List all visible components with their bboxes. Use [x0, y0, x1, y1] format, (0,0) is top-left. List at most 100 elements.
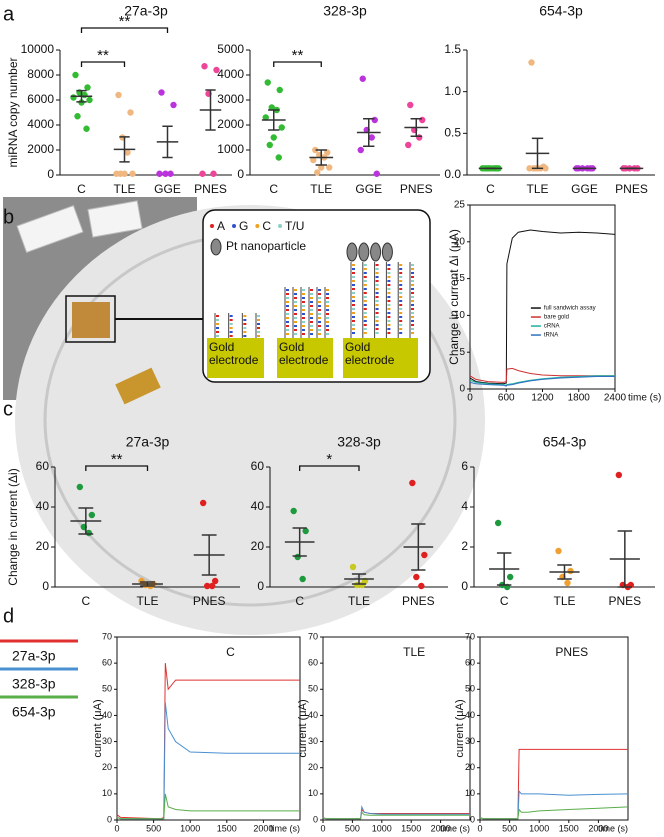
base: [318, 333, 321, 335]
base: [411, 296, 414, 298]
point: [564, 579, 571, 587]
y-tick-label: 70: [102, 631, 112, 641]
base: [310, 321, 313, 323]
base: [294, 297, 297, 299]
base: [363, 284, 367, 286]
base: [216, 323, 219, 325]
y-tick-label: 30: [465, 736, 475, 746]
base: [399, 312, 403, 314]
base: [375, 284, 379, 286]
base: [286, 297, 289, 299]
error-bar: [140, 581, 155, 587]
base: [387, 268, 391, 270]
base: [286, 321, 289, 323]
error-bar: [411, 523, 426, 571]
point: [199, 170, 206, 177]
y-tick-label: 3000: [217, 92, 244, 106]
significance-bracket: [80, 27, 169, 33]
base: [286, 309, 289, 311]
base: [318, 329, 321, 331]
y-tick-label: 20: [465, 762, 475, 772]
base: [302, 297, 305, 299]
electrode-label-box: Gold electrode: [279, 341, 328, 367]
base: [387, 304, 391, 306]
panel-label: b: [3, 206, 14, 228]
base: [294, 305, 297, 307]
point: [275, 154, 282, 161]
x-tick-label: 1500: [217, 823, 237, 833]
point: [290, 507, 297, 515]
point: [84, 84, 91, 91]
base: [326, 317, 329, 319]
y-tick-label: 70: [465, 631, 475, 641]
point: [266, 141, 273, 149]
base: [294, 289, 297, 291]
base: [363, 288, 367, 290]
panel-label: d: [3, 605, 14, 627]
chart-title: 654-3p: [539, 3, 583, 19]
y-tick-label: 60: [251, 459, 265, 473]
base: [318, 321, 321, 323]
slot: [16, 204, 84, 254]
base: [352, 292, 355, 294]
base: [243, 327, 247, 329]
base: [310, 317, 313, 319]
legend-label: 654-3p: [12, 704, 56, 720]
base: [363, 272, 367, 274]
y-tick-label: 0: [42, 579, 49, 593]
base: [411, 320, 414, 322]
base: [318, 305, 321, 307]
gold-electrode: [343, 338, 418, 378]
base: [411, 272, 414, 274]
base: [318, 325, 321, 327]
base: [294, 317, 297, 319]
base: [352, 308, 355, 310]
chart-title: 27a-3p: [126, 434, 170, 450]
point: [324, 149, 331, 156]
base: [318, 309, 321, 311]
y-tick-label: 60: [102, 658, 112, 668]
point: [86, 96, 93, 104]
x-axis-label: time (s): [440, 823, 470, 833]
x-tick-label: TLE: [310, 182, 332, 196]
base: [294, 321, 297, 323]
base: [243, 335, 247, 337]
error-bar: [351, 573, 367, 585]
x-tick-label: PNES: [400, 182, 433, 196]
error-bar: [617, 530, 633, 588]
x-tick-label: 2000: [588, 823, 608, 833]
base: [310, 313, 313, 315]
chart-title: 328-3p: [337, 434, 381, 450]
base: [229, 319, 233, 321]
y-tick-label: 0: [461, 579, 468, 593]
base-dot: [210, 224, 214, 228]
electrode-label-box: Gold electrode: [345, 341, 394, 367]
base: [387, 312, 391, 314]
base: [352, 272, 355, 274]
base: [294, 313, 297, 315]
base: [294, 301, 297, 303]
error-bar: [363, 118, 375, 147]
y-tick-label: 2000: [217, 117, 244, 131]
base: [286, 301, 289, 303]
base: [326, 309, 329, 311]
point: [302, 527, 309, 535]
y-tick-label: 10: [308, 788, 318, 798]
point: [416, 134, 423, 141]
y-tick-label: 4000: [27, 117, 54, 131]
base: [302, 293, 305, 295]
significance-bracket: [273, 61, 322, 67]
base: [318, 313, 321, 315]
point: [156, 170, 163, 177]
series-line: [469, 375, 615, 386]
point: [413, 573, 420, 581]
point: [310, 156, 317, 164]
point: [72, 71, 79, 79]
x-tick-label: C: [295, 594, 304, 608]
base: [411, 304, 414, 306]
electrode-label-box: Gold electrode: [209, 341, 258, 367]
base-dot: [255, 224, 260, 228]
y-tick-label: 1.5: [444, 42, 461, 56]
base: [375, 264, 379, 266]
